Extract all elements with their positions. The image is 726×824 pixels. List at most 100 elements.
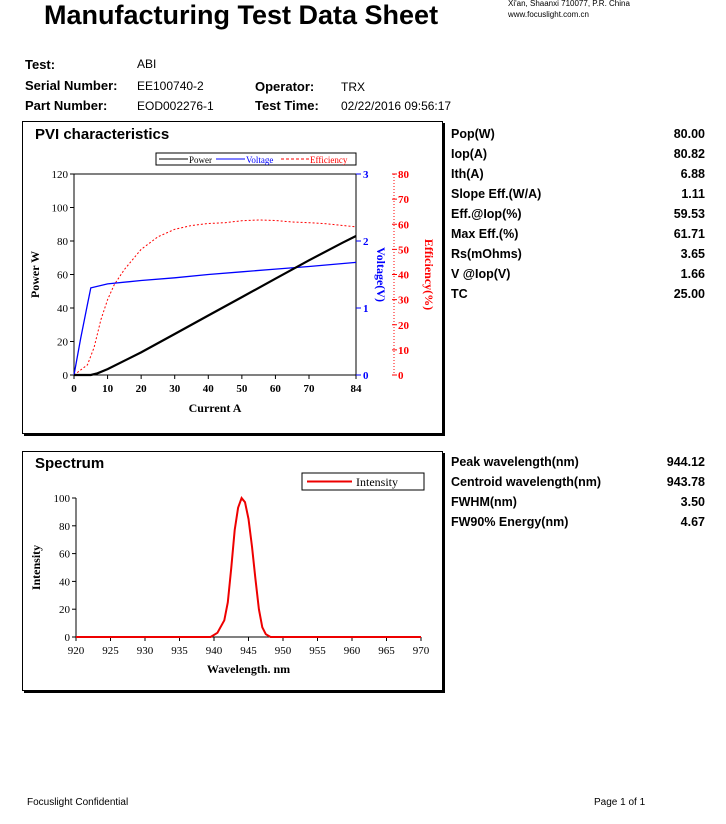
pvi-metric-label: Rs(mOhms): [451, 247, 522, 261]
operator-label: Operator:: [255, 79, 315, 94]
spectrum-chart: 920 925 930 935 940 945 950 955 960 965 970 0 20 40 60…: [29, 472, 430, 676]
voltage-series-line: [73, 261, 357, 376]
power-series-line: [74, 235, 357, 377]
y-tick-label: 20: [57, 337, 69, 349]
pvi-metric-row: Eff.@Iop(%) 59.53: [451, 207, 705, 227]
spectrum-metric-label: Centroid wavelength(nm): [451, 475, 602, 489]
voltage-axis-tick-label: 1: [363, 303, 369, 315]
legend-box: [301, 472, 425, 491]
intensity-series-line: [76, 495, 421, 638]
x-tick-label: 950: [275, 645, 292, 657]
y-tick-label: 60: [59, 549, 71, 561]
x-tick-label: 10: [102, 383, 114, 395]
pvi-metric-label: Pop(W): [451, 127, 495, 141]
spectrum-metric-row: FW90% Energy(nm) 4.67: [451, 515, 705, 535]
pvi-metric-row: Pop(W) 80.00: [451, 127, 705, 147]
pvi-metric-row: Slope Eff.(W/A) 1.11: [451, 187, 705, 207]
pvi-chart-panel: PVI characteristics 0 10 20 30 40 50 60 70 84 0 20…: [22, 121, 443, 434]
x-tick-label: 40: [203, 383, 215, 395]
x-tick-label: 945: [240, 645, 257, 657]
footer-confidential: Focuslight Confidential: [27, 797, 129, 808]
spectrum-metric-row: Peak wavelength(nm) 944.12: [451, 455, 705, 475]
pvi-metric-value: 1.11: [681, 187, 705, 201]
y-tick-label: 20: [59, 604, 71, 616]
spectrum-metric-value: 943.78: [666, 475, 705, 489]
pvi-chart-title: PVI characteristics: [35, 126, 170, 143]
pvi-metric-label: Slope Eff.(W/A): [451, 187, 542, 201]
pvi-metric-row: Max Eff.(%) 61.71: [451, 227, 705, 247]
efficiency-axis-tick-label: 20: [398, 320, 410, 332]
operator-value: TRX: [341, 80, 365, 94]
voltage-axis-tick-label: 0: [363, 370, 369, 382]
y-tick-label: 40: [59, 576, 71, 588]
part-number-label: Part Number:: [25, 98, 108, 113]
x-axis-label: Wavelength. nm: [207, 662, 290, 676]
x-tick-label: 60: [270, 383, 282, 395]
y-tick-label: 80: [57, 236, 69, 248]
page-title: Manufacturing Test Data Sheet: [44, 0, 439, 30]
pvi-metric-value: 80.00: [673, 127, 705, 141]
spectrum-metric-label: Peak wavelength(nm): [451, 455, 579, 469]
pvi-metric-row: Iop(A) 80.82: [451, 147, 705, 167]
legend-power-label: Power: [189, 155, 212, 165]
x-tick-label: 920: [68, 645, 85, 657]
spectrum-chart-title: Spectrum: [35, 455, 105, 472]
y-tick-label: 120: [52, 169, 69, 181]
efficiency-axis-tick-label: 50: [398, 244, 410, 256]
x-tick-label: 970: [413, 645, 430, 657]
y-tick-label: 0: [65, 632, 71, 644]
test-value: ABI: [137, 57, 157, 71]
pvi-metric-value: 61.71: [673, 227, 705, 241]
spectrum-metric-row: Centroid wavelength(nm) 943.78: [451, 475, 705, 495]
test-time-value: 02/22/2016 09:56:17: [341, 99, 452, 113]
spectrum-metric-label: FWHM(nm): [451, 495, 517, 509]
efficiency-axis-tick-label: 70: [398, 194, 410, 206]
pvi-metric-value: 6.88: [680, 167, 705, 181]
voltage-axis-tick-label: 3: [363, 169, 369, 181]
x-tick-label: 955: [309, 645, 326, 657]
x-axis-label: Current A: [189, 401, 242, 415]
x-tick-label: 30: [169, 383, 181, 395]
pvi-metric-value: 25.00: [673, 287, 705, 301]
efficiency-axis-tick-label: 60: [398, 219, 410, 231]
pvi-metric-label: Eff.@Iop(%): [451, 207, 522, 221]
pvi-metric-label: V @Iop(V): [451, 267, 511, 281]
pvi-chart: 0 10 20 30 40 50 60 70 8402040608010012001230102…: [28, 152, 436, 415]
pvi-metric-label: Iop(A): [451, 147, 488, 161]
pvi-metric-row: V @Iop(V) 1.66: [451, 267, 705, 287]
spectrum-metric-label: FW90% Energy(nm): [451, 515, 569, 529]
pvi-metric-label: Ith(A): [451, 167, 484, 181]
pvi-metric-row: Ith(A) 6.88: [451, 167, 705, 187]
efficiency-axis-tick-label: 30: [398, 295, 410, 307]
efficiency-axis-label: Efficiency(%): [422, 239, 436, 310]
efficiency-axis-tick-label: 40: [398, 270, 410, 282]
footer-page-number: Page 1 of 1: [594, 797, 646, 808]
y-tick-label: 0: [63, 370, 69, 382]
pvi-metric-value: 59.53: [673, 207, 705, 221]
x-tick-label: 70: [304, 383, 316, 395]
y-tick-label: 40: [57, 303, 69, 315]
y-axis-label: Power W: [28, 251, 42, 298]
spectrum-metric-value: 3.50: [680, 495, 705, 509]
voltage-axis-tick-label: 2: [363, 236, 369, 248]
efficiency-axis-tick-label: 0: [398, 370, 404, 382]
x-tick-label: 935: [171, 645, 188, 657]
spectrum-chart-panel: Spectrum 920 925 930 935 940 945 950 955 960 965 9…: [22, 451, 443, 691]
spectrum-metric-value: 4.67: [680, 515, 705, 529]
y-axis-label: Intensity: [29, 545, 43, 590]
pvi-metric-label: Max Eff.(%): [451, 227, 519, 241]
pvi-metric-label: TC: [451, 287, 468, 301]
pvi-metric-value: 1.66: [680, 267, 705, 281]
legend-box: [155, 152, 357, 166]
x-tick-label: 940: [206, 645, 223, 657]
x-tick-label: 965: [378, 645, 395, 657]
legend-efficiency-label: Efficiency: [310, 155, 348, 165]
efficiency-axis-tick-label: 10: [398, 345, 410, 357]
website-line: www.focuslight.com.cn: [508, 10, 589, 19]
x-tick-label: 50: [236, 383, 248, 395]
serial-number-value: EE100740-2: [137, 79, 204, 93]
x-tick-label: 925: [102, 645, 119, 657]
company-address: Xi'an, Shaanxi 710077, P.R. China www.fo…: [508, 0, 630, 20]
y-tick-label: 100: [52, 203, 69, 215]
efficiency-axis-tick-label: 80: [398, 169, 410, 181]
